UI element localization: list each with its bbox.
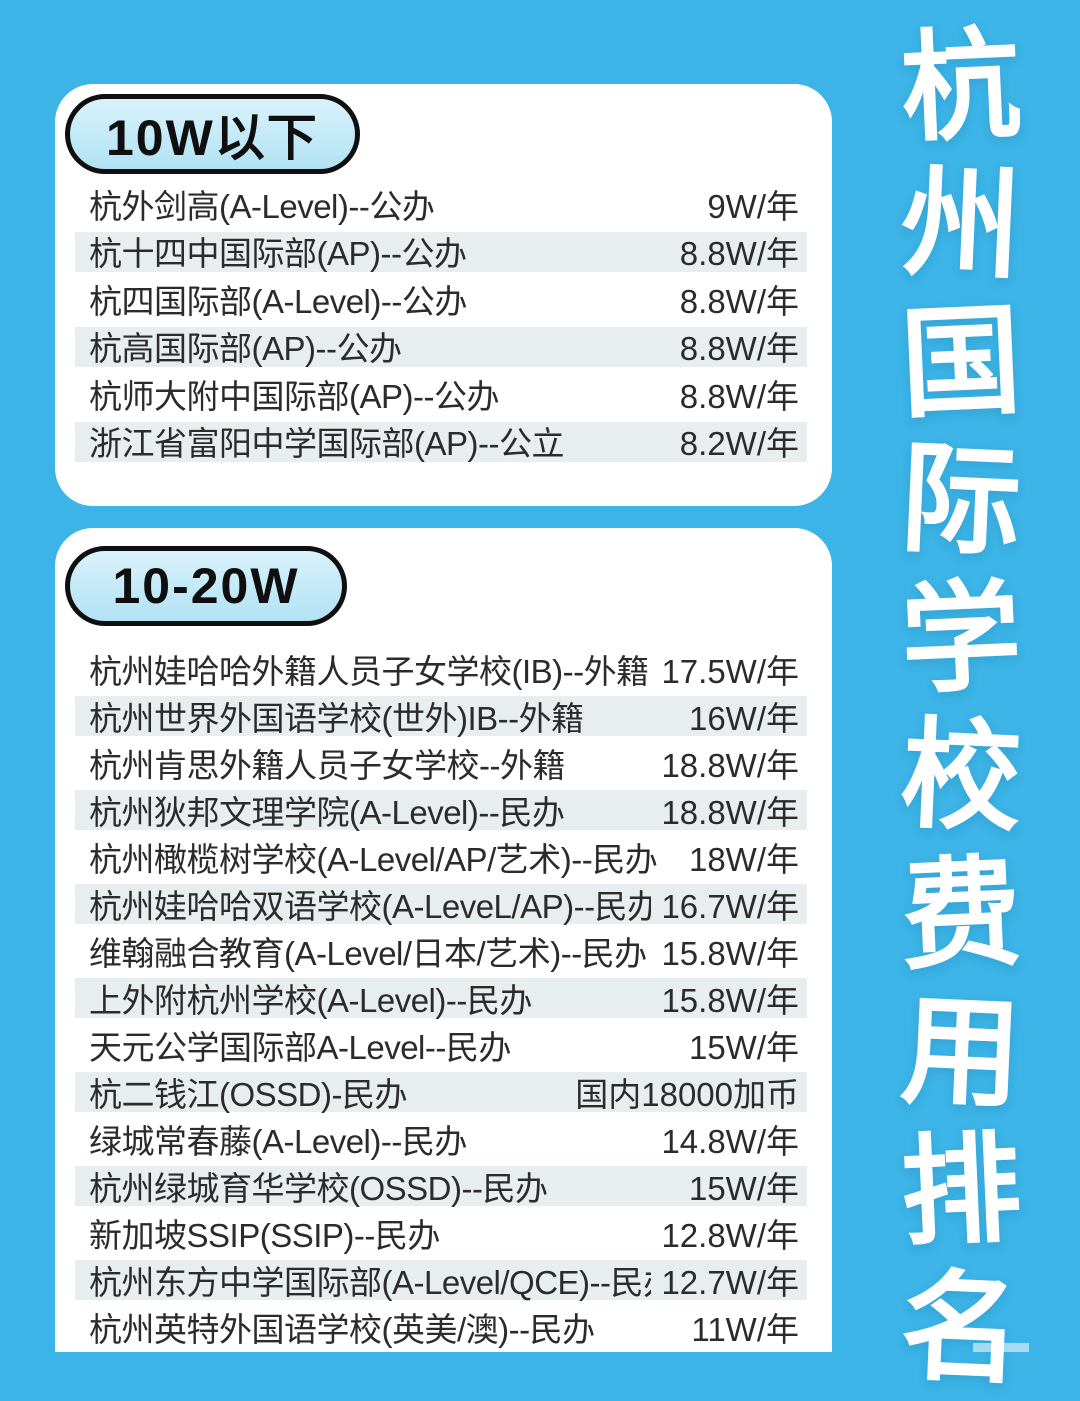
- vertical-title-char: 学: [898, 569, 1024, 709]
- vertical-title-char: 州: [898, 155, 1024, 295]
- poster: 10W以下 杭外剑高(A-Level)--公办 9W/年 杭十四中国际部(AP)--…: [55, 17, 1029, 1399]
- school-name: 杭外剑高(A-Level)--公办: [89, 187, 435, 225]
- school-name: 浙江省富阳中学国际部(AP)--公立: [89, 425, 564, 463]
- table-row: 绿城常春藤(A-Level)--民办 14.8W/年: [75, 1115, 807, 1162]
- table-row: 杭师大附中国际部(AP)--公办 8.8W/年: [75, 370, 807, 418]
- school-price: 12.8W/年: [661, 1216, 799, 1254]
- table-row: 杭外剑高(A-Level)--公办 9W/年: [75, 180, 807, 228]
- school-name: 杭十四中国际部(AP)--公办: [89, 235, 467, 273]
- school-name: 杭州英特外国语学校(英美/澳)--民办: [89, 1310, 595, 1348]
- school-name: 上外附杭州学校(A-Level)--民办: [89, 981, 532, 1019]
- vertical-title-char: 排: [898, 1121, 1024, 1261]
- tier-badge-under-10w: 10W以下: [65, 94, 360, 174]
- school-price: 15.8W/年: [661, 934, 799, 972]
- school-list-under-10w: 杭外剑高(A-Level)--公办 9W/年杭十四中国际部(AP)--公办 8.8W…: [75, 180, 807, 465]
- table-row: 新加坡SSIP(SSIP)--民办 12.8W/年: [75, 1209, 807, 1256]
- table-row: 杭高国际部(AP)--公办 8.8W/年: [75, 322, 807, 370]
- table-row: 杭州绿城育华学校(OSSD)--民办 15W/年: [75, 1162, 807, 1209]
- school-name: 杭四国际部(A-Level)--公办: [89, 282, 467, 320]
- vertical-title-char: 用: [898, 983, 1024, 1123]
- table-row: 杭州娃哈哈双语学校(A-LeveL/AP)--民办 16.7W/年: [75, 880, 807, 927]
- school-name: 杭师大附中国际部(AP)--公办: [89, 377, 499, 415]
- school-price: 8.2W/年: [679, 425, 799, 463]
- school-name: 杭州世界外国语学校(世外)IB--外籍: [89, 699, 584, 737]
- school-price: 8.8W/年: [679, 377, 799, 415]
- school-price: 12.7W/年: [661, 1263, 799, 1301]
- card-under-10w: 10W以下 杭外剑高(A-Level)--公办 9W/年 杭十四中国际部(AP)--…: [55, 84, 832, 506]
- vertical-title-char: 国: [898, 293, 1024, 433]
- school-price: 18W/年: [688, 840, 799, 878]
- school-name: 杭州狄邦文理学院(A-Level)--民办: [89, 793, 565, 831]
- school-name: 杭高国际部(AP)--公办: [89, 330, 402, 368]
- table-row: 杭州肯思外籍人员子女学校--外籍 18.8W/年: [75, 739, 807, 786]
- school-price: 11W/年: [691, 1310, 799, 1348]
- vertical-title-char: 名: [898, 1259, 1024, 1399]
- table-row: 杭州英特外国语学校(英美/澳)--民办 11W/年: [75, 1303, 807, 1350]
- school-price: 15.8W/年: [661, 981, 799, 1019]
- school-name: 杭州绿城育华学校(OSSD)--民办: [89, 1169, 548, 1207]
- school-name: 杭州橄榄树学校(A-Level/AP/艺术)--民办: [89, 840, 658, 878]
- table-row: 杭州世界外国语学校(世外)IB--外籍 16W/年: [75, 692, 807, 739]
- school-name: 杭州娃哈哈双语学校(A-LeveL/AP)--民办: [89, 887, 652, 925]
- card-10-20w: 10-20W 杭州娃哈哈外籍人员子女学校(IB)--外籍 17.5W/年 杭州世界外…: [55, 528, 832, 1352]
- school-price: 8.8W/年: [679, 235, 799, 273]
- table-row: 维翰融合教育(A-Level/日本/艺术)--民办 15.8W/年: [75, 927, 807, 974]
- school-price: 9W/年: [707, 187, 799, 225]
- school-list-10-20w: 杭州娃哈哈外籍人员子女学校(IB)--外籍 17.5W/年 杭州世界外国语学校(世外…: [75, 645, 807, 1350]
- school-name: 杭二钱江(OSSD)-民办: [89, 1075, 408, 1113]
- school-name: 天元公学国际部A-Level--民办: [89, 1028, 511, 1066]
- vertical-title-char: 杭: [898, 17, 1024, 157]
- table-row: 浙江省富阳中学国际部(AP)--公立 8.2W/年: [75, 417, 807, 465]
- school-name: 杭州东方中学国际部(A-Level/QCE)--民办: [89, 1263, 652, 1301]
- table-row: 杭州东方中学国际部(A-Level/QCE)--民办 12.7W/年: [75, 1256, 807, 1303]
- vertical-title-char: 费: [898, 845, 1024, 985]
- school-price: 15W/年: [688, 1169, 799, 1207]
- school-name: 新加坡SSIP(SSIP)--民办: [89, 1216, 440, 1254]
- vertical-title-char: 际: [898, 431, 1024, 571]
- school-price: 8.8W/年: [679, 282, 799, 320]
- school-price: 15W/年: [688, 1028, 799, 1066]
- school-price: 18.8W/年: [661, 746, 799, 784]
- tier-badge-10-20w: 10-20W: [65, 546, 347, 626]
- table-row: 杭十四中国际部(AP)--公办 8.8W/年: [75, 227, 807, 275]
- school-price: 17.5W/年: [661, 652, 799, 690]
- table-row: 杭州娃哈哈外籍人员子女学校(IB)--外籍 17.5W/年: [75, 645, 807, 692]
- vertical-title: 杭州国际学校费用排名: [842, 17, 1080, 1399]
- table-row: 杭四国际部(A-Level)--公办 8.8W/年: [75, 275, 807, 323]
- school-price: 16W/年: [688, 699, 799, 737]
- school-name: 维翰融合教育(A-Level/日本/艺术)--民办: [89, 934, 647, 972]
- table-row: 杭州狄邦文理学院(A-Level)--民办 18.8W/年: [75, 786, 807, 833]
- school-price: 16.7W/年: [661, 887, 799, 925]
- school-name: 杭州娃哈哈外籍人员子女学校(IB)--外籍: [89, 652, 649, 690]
- school-price: 8.8W/年: [679, 330, 799, 368]
- watermark-fragment: [973, 1343, 1029, 1352]
- table-row: 杭二钱江(OSSD)-民办 国内18000加币: [75, 1068, 807, 1115]
- school-price: 18.8W/年: [661, 793, 799, 831]
- table-row: 上外附杭州学校(A-Level)--民办 15.8W/年: [75, 974, 807, 1021]
- school-price: 14.8W/年: [661, 1122, 799, 1160]
- school-name: 杭州肯思外籍人员子女学校--外籍: [89, 746, 565, 784]
- table-row: 天元公学国际部A-Level--民办 15W/年: [75, 1021, 807, 1068]
- school-price: 国内18000加币: [575, 1075, 799, 1113]
- vertical-title-char: 校: [898, 707, 1024, 847]
- school-name: 绿城常春藤(A-Level)--民办: [89, 1122, 467, 1160]
- table-row: 杭州橄榄树学校(A-Level/AP/艺术)--民办 18W/年: [75, 833, 807, 880]
